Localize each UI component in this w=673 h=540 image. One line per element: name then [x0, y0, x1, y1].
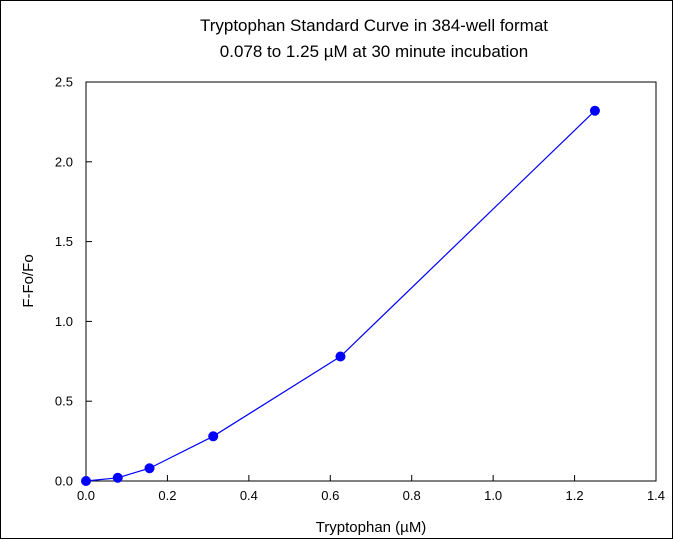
x-tick-label: 0.8 — [403, 488, 421, 503]
y-tick-label: 0.5 — [55, 394, 73, 409]
y-axis-label: F-Fo/Fo — [20, 254, 37, 307]
data-point — [144, 463, 155, 474]
data-point — [81, 476, 91, 486]
chart-subtitle: 0.078 to 1.25 µM at 30 minute incubation — [220, 42, 528, 61]
series-layer — [81, 105, 600, 486]
x-tick-label: 1.0 — [484, 488, 502, 503]
x-tick-label: 0.6 — [321, 488, 339, 503]
y-tick-label: 2.0 — [55, 154, 73, 169]
x-tick-label: 0.2 — [158, 488, 176, 503]
y-tick-label: 1.5 — [55, 234, 73, 249]
series-line — [85, 110, 596, 482]
chart-title: Tryptophan Standard Curve in 384-well fo… — [200, 16, 548, 35]
y-tick-label: 2.5 — [55, 75, 73, 90]
data-point — [335, 351, 346, 362]
x-tick-label: 1.2 — [566, 488, 584, 503]
y-tick-label: 0.0 — [55, 474, 73, 489]
y-tick-label: 1.0 — [55, 314, 73, 329]
x-tick-label: 1.4 — [647, 488, 665, 503]
plot-area — [85, 81, 657, 482]
data-point — [589, 105, 600, 116]
x-tick-label: 0.4 — [240, 488, 258, 503]
data-point — [112, 472, 123, 483]
x-tick-label: 0.0 — [77, 488, 95, 503]
x-axis: 0.0 0.2 0.4 0.6 0.8 1.0 1.2 1.4 — [77, 475, 665, 503]
data-point — [208, 431, 219, 442]
y-axis: 0.0 0.5 1.0 1.5 2.0 2.5 — [55, 75, 92, 489]
x-axis-label: Tryptophan (µM) — [316, 519, 427, 536]
